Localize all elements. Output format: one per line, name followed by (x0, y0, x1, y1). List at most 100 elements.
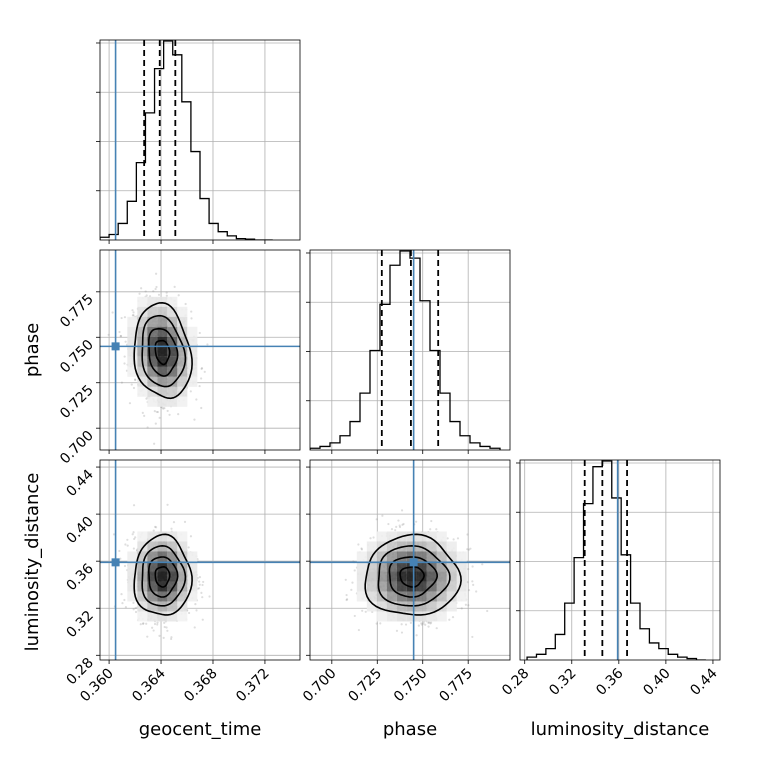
sample-point (154, 287, 157, 291)
sample-point (131, 533, 134, 536)
density-cell (436, 601, 447, 612)
density-cell (147, 366, 158, 377)
density-cell (376, 581, 387, 592)
sample-point (152, 290, 155, 293)
density-cell (177, 326, 188, 337)
sample-point (190, 310, 193, 313)
sample-point (420, 622, 423, 625)
density-cell (416, 601, 427, 612)
density-cell (157, 336, 168, 347)
density-cell (396, 561, 407, 572)
sample-point (132, 386, 136, 390)
sample-point (427, 621, 430, 624)
sample-point (344, 578, 347, 581)
sample-point (422, 622, 425, 625)
density-cell (147, 326, 158, 337)
sample-point (170, 636, 173, 639)
sample-point (415, 634, 418, 637)
sample-point (134, 606, 137, 610)
density-cell (167, 366, 178, 377)
sample-point (395, 629, 399, 632)
density-cell (386, 531, 397, 542)
sample-point (195, 398, 198, 401)
density-cell (426, 531, 437, 542)
density-cell (386, 591, 397, 602)
sample-point (146, 426, 149, 429)
density-cell (456, 571, 467, 582)
contour-line-0 (154, 565, 171, 588)
density-cell (147, 396, 158, 407)
contour-line-2 (377, 544, 451, 607)
sample-point (139, 623, 142, 626)
density-cell (167, 591, 178, 602)
sample-point (198, 384, 201, 388)
density-cell (157, 366, 168, 377)
density-cell (137, 316, 148, 327)
density-cell (426, 571, 437, 582)
density-cell (157, 296, 168, 307)
density-cell (386, 601, 397, 612)
density-cell (147, 601, 158, 612)
sample-point (158, 634, 161, 637)
sample-point (131, 309, 134, 312)
density-cell (416, 581, 427, 592)
density-cell (436, 571, 447, 582)
sample-point (132, 531, 135, 534)
sample-point (201, 596, 204, 599)
sample-point (417, 624, 420, 627)
sample-point (208, 595, 211, 598)
sample-point (132, 547, 135, 550)
sample-point (353, 569, 356, 572)
y-tick-label-phase: 0.700 (57, 428, 97, 468)
density-cell (127, 366, 138, 377)
density-cell (456, 551, 467, 562)
sample-point (118, 330, 121, 334)
density-cell (177, 531, 188, 542)
contour-line-0 (154, 339, 171, 366)
x-tick-label-luminosity-distance: 0.36 (593, 665, 626, 698)
density-cell (356, 561, 367, 572)
density-cell (137, 326, 148, 337)
density-cell (167, 551, 178, 562)
sample-point (198, 576, 202, 579)
sample-point (467, 567, 470, 571)
sample-point (120, 593, 123, 596)
density-cell (446, 591, 457, 602)
sample-point (395, 525, 398, 528)
sample-point (152, 529, 155, 532)
density-cell (147, 581, 158, 592)
density-cell (187, 591, 198, 602)
density-cell (137, 296, 148, 307)
x-tick-label-luminosity-distance: 0.40 (640, 666, 673, 699)
sample-point (361, 609, 364, 612)
sample-point (154, 526, 158, 529)
sample-point (402, 522, 405, 526)
sample-point (151, 626, 154, 629)
density-cell (127, 551, 138, 562)
y-tick-label-phase: 0.725 (57, 382, 97, 422)
sample-point (156, 410, 160, 414)
density-cell (167, 346, 178, 357)
density-cell (147, 316, 158, 327)
density-cell (426, 611, 437, 622)
density-cell (366, 561, 377, 572)
sample-point (198, 587, 201, 590)
density-cell (147, 296, 158, 307)
sample-point (124, 340, 127, 343)
sample-point (132, 608, 135, 611)
x-axis-label-geocent-time: geocent_time (139, 719, 262, 740)
density-cell (456, 561, 467, 572)
sample-point (155, 410, 158, 414)
histogram-phase (310, 250, 501, 450)
contour-line-0 (399, 565, 425, 588)
sample-point (446, 537, 449, 540)
density-cell (187, 346, 198, 357)
sample-point (400, 623, 403, 626)
density-cell (167, 396, 178, 407)
sample-point (124, 543, 127, 546)
sample-point (165, 626, 168, 629)
sample-point (375, 518, 378, 521)
density-cell (127, 591, 138, 602)
panel-frame (99, 39, 301, 241)
truth-marker (409, 558, 418, 567)
